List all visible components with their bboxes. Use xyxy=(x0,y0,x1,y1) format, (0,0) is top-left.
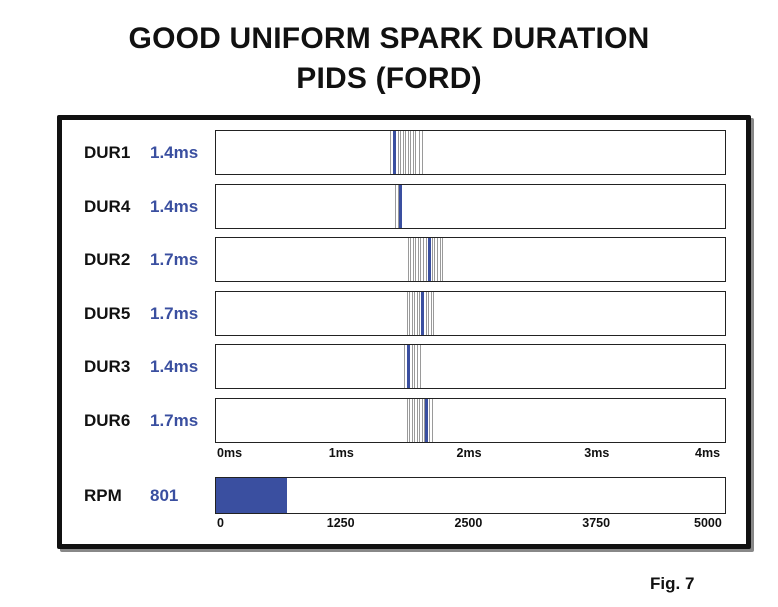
trace-line xyxy=(410,238,412,281)
trace-line xyxy=(417,238,419,281)
duration-track-dur6 xyxy=(215,397,726,443)
trace-line xyxy=(402,131,404,174)
rpm-track xyxy=(215,477,726,514)
trace-line xyxy=(433,291,435,335)
row-name-dur5: DUR5 xyxy=(84,303,131,323)
rpm-value: 801 xyxy=(150,486,179,505)
row-name-dur6: DUR6 xyxy=(84,410,131,430)
row-name-dur4: DUR4 xyxy=(84,196,131,216)
current-value-marker xyxy=(392,131,396,174)
rpm-name: RPM xyxy=(84,486,122,505)
trace-line xyxy=(397,184,399,228)
trace-line xyxy=(431,398,433,442)
trace-line xyxy=(409,291,411,335)
trace-line xyxy=(421,398,423,442)
trace-line xyxy=(420,345,422,388)
trace-line xyxy=(434,238,436,281)
trace-line xyxy=(416,291,418,335)
trace-line xyxy=(412,238,414,281)
figure-label: Fig. 7 xyxy=(650,574,695,593)
trace-line xyxy=(442,238,444,281)
duration-track-dur1 xyxy=(215,130,726,175)
trace-line xyxy=(415,238,417,281)
trace-line xyxy=(420,238,422,281)
trace-line xyxy=(416,345,418,388)
row-value-dur5: 1.7ms xyxy=(150,303,199,323)
trace-line xyxy=(403,345,405,388)
trace-line xyxy=(412,131,414,174)
row-name-dur1: DUR1 xyxy=(84,143,131,162)
trace-line xyxy=(416,398,418,442)
duration-track-dur4 xyxy=(215,183,726,229)
trace-line xyxy=(409,398,411,442)
trace-line xyxy=(419,291,421,335)
trace-line xyxy=(425,291,427,335)
rpm-tick-label: 5000 xyxy=(694,516,722,530)
trace-line xyxy=(414,398,416,442)
chart-title-line-2: PIDS (FORD) xyxy=(296,62,482,95)
trace-line xyxy=(419,131,421,174)
trace-line xyxy=(415,131,417,174)
trace-line xyxy=(397,131,399,174)
row-value-dur4: 1.4ms xyxy=(150,196,199,216)
trace-line xyxy=(407,238,409,281)
current-value-marker xyxy=(399,184,403,228)
trace-line xyxy=(431,238,433,281)
duration-track-dur3 xyxy=(215,344,726,389)
current-value-marker xyxy=(420,291,424,335)
trace-line xyxy=(439,238,441,281)
trace-line xyxy=(429,398,431,442)
trace-line xyxy=(411,345,413,388)
current-value-marker xyxy=(406,345,410,388)
trace-line xyxy=(407,131,409,174)
rpm-bar xyxy=(216,478,288,513)
trace-line xyxy=(414,345,416,388)
row-name-dur2: DUR2 xyxy=(84,250,131,269)
duration-tick-label: 1ms xyxy=(328,445,354,460)
trace-line xyxy=(411,398,413,442)
trace-line xyxy=(406,291,408,335)
trace-line xyxy=(400,131,402,174)
trace-line xyxy=(425,238,427,281)
row-value-dur1: 1.4ms xyxy=(150,143,199,162)
duration-tick-label: 0ms xyxy=(217,445,243,460)
row-value-dur2: 1.7ms xyxy=(150,250,199,269)
rpm-tick-label: 1250 xyxy=(326,516,355,530)
trace-line xyxy=(395,184,397,228)
trace-line xyxy=(421,131,423,174)
duration-tick-label: 2ms xyxy=(456,445,482,460)
trace-line xyxy=(389,131,391,174)
trace-line xyxy=(406,398,408,442)
rpm-tick-label: 2500 xyxy=(454,516,483,530)
chart-title-line-1: GOOD UNIFORM SPARK DURATION xyxy=(128,22,650,55)
duration-track-dur2 xyxy=(215,237,726,282)
rpm-tick-label: 3750 xyxy=(582,516,611,530)
current-value-marker xyxy=(428,238,432,281)
row-value-dur6: 1.7ms xyxy=(150,410,199,430)
duration-tick-label: 4ms xyxy=(695,445,721,460)
trace-line xyxy=(405,131,407,174)
trace-line xyxy=(410,131,412,174)
trace-line xyxy=(436,238,438,281)
trace-line xyxy=(423,238,424,281)
trace-line xyxy=(430,291,432,335)
rpm-tick-label: 0 xyxy=(217,516,224,530)
trace-line xyxy=(428,291,430,335)
row-value-dur3: 1.4ms xyxy=(150,357,199,376)
pid-panel: DUR1 1.4ms DUR4 1.4ms DUR2 1.7ms DUR5 1.7ms DUR3… xyxy=(57,115,751,549)
trace-line xyxy=(411,291,413,335)
trace-line xyxy=(414,291,416,335)
row-name-dur3: DUR3 xyxy=(84,357,131,376)
duration-track-dur5 xyxy=(215,290,726,336)
trace-line xyxy=(419,398,421,442)
duration-tick-label: 3ms xyxy=(584,445,610,460)
current-value-marker xyxy=(424,398,428,442)
